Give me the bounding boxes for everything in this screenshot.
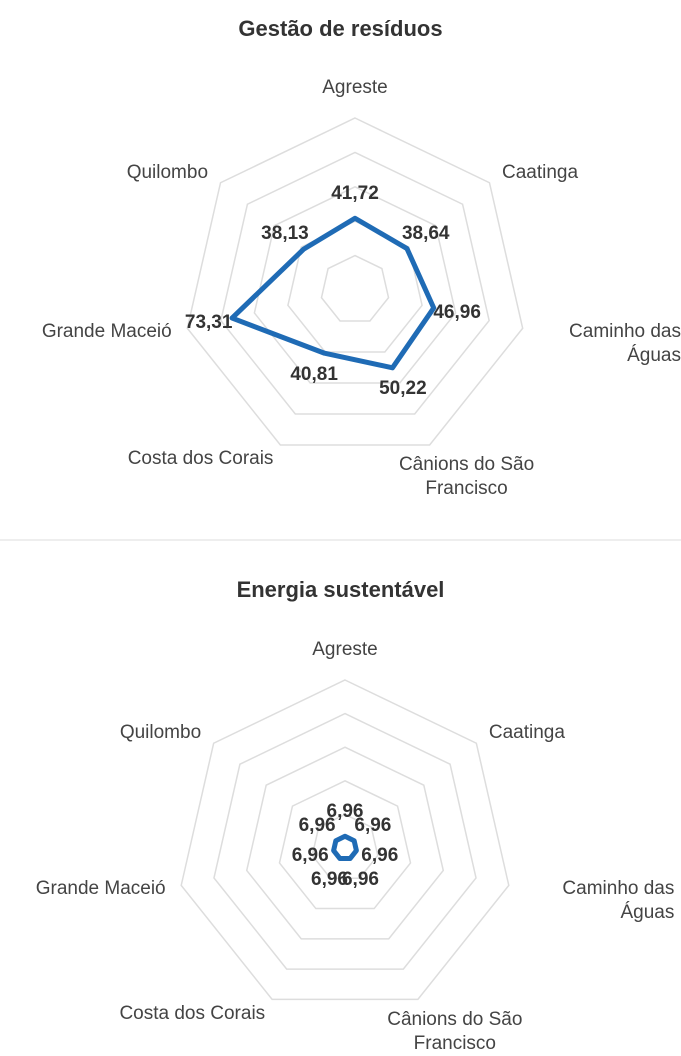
charts [0, 117, 681, 1001]
grid-ring [220, 151, 490, 415]
axis-label: Quilombo [126, 161, 209, 183]
chart-title: Energia sustentável [236, 577, 445, 602]
axis-label: Caatinga [501, 161, 579, 183]
axis-label: Caminho das Águas [562, 877, 675, 923]
value-label: 6,96 [311, 869, 348, 891]
axis-label: Costa dos Corais [119, 1002, 266, 1024]
axis-label: Costa dos Corais [127, 448, 274, 470]
value-label: 6,96 [341, 869, 379, 891]
value-label: 40,81 [290, 363, 338, 385]
value-label: 73,31 [184, 312, 233, 334]
axis-label: Agreste [322, 77, 388, 98]
data-line [229, 215, 437, 371]
axis-label: Agreste [312, 639, 378, 660]
axis-label: Cânions do São Francisco [387, 1008, 523, 1054]
grid-ring [186, 117, 524, 446]
axis-label: Grande Maceió [35, 877, 166, 899]
axis-label: Quilombo [119, 722, 202, 744]
axis-label: Caatinga [488, 722, 565, 744]
value-label: 6,96 [361, 844, 399, 866]
value-label: 50,22 [379, 378, 427, 400]
grid-ring [245, 746, 445, 940]
value-label: 6,96 [291, 844, 329, 866]
grid-ring [311, 813, 379, 880]
data-line [331, 833, 359, 862]
page: Gestão de resíduos Agreste 41,72 Caatinga 38… [0, 16, 681, 1054]
value-label: 6,96 [326, 801, 364, 823]
value-label: 41,72 [331, 183, 379, 205]
axis-label: Caminho das Águas [569, 320, 681, 366]
axis-label: Cânions do São Francisco [398, 454, 535, 500]
grid-ring [320, 254, 390, 322]
value-label: 38,13 [261, 223, 309, 245]
grid-ring [253, 185, 457, 384]
axis-label: Grande Maceió [41, 320, 172, 342]
value-label: 6,96 [354, 814, 392, 836]
chart-title: Gestão de resíduos [238, 16, 443, 41]
value-label: 46,96 [433, 302, 481, 324]
value-label: 38,64 [401, 222, 450, 244]
grid-ring [213, 712, 477, 970]
value-label: 6,96 [298, 814, 336, 836]
grid-ring [278, 779, 412, 910]
grid-ring [180, 679, 510, 1001]
